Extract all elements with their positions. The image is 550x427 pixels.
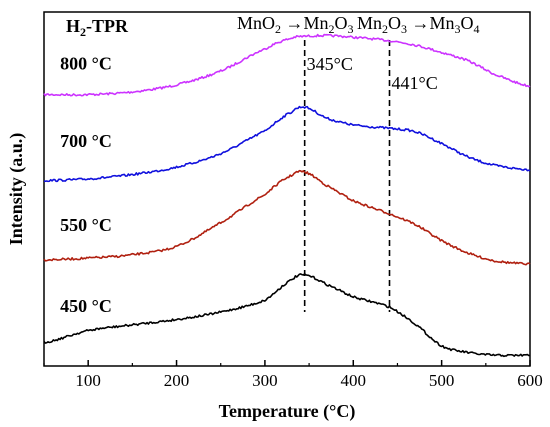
transition-annotation-2: Mn2O3 →Mn3O4 [357, 13, 480, 36]
x-tick-label-500: 500 [429, 371, 455, 390]
series-line-800c [43, 33, 531, 97]
x-axis-title: Temperature (°C) [219, 401, 356, 422]
x-tick-label-100: 100 [75, 371, 101, 390]
x-tick-label-200: 200 [164, 371, 190, 390]
series-label-700c: 700 °C [60, 131, 112, 151]
x-tick-label-300: 300 [252, 371, 278, 390]
plot-frame [43, 11, 531, 367]
marker-label-441: 441°C [392, 73, 438, 93]
series-line-700c [43, 105, 531, 183]
panel-title: H2-TPR [66, 16, 129, 39]
series-group [43, 33, 531, 358]
series-line-550c [43, 169, 531, 266]
series-label-550c: 550 °C [60, 215, 112, 235]
transition-annotation-1: MnO2 →Mn2O3 [237, 13, 354, 36]
y-axis-title: Intensity (a.u.) [6, 133, 27, 246]
series-label-450c: 450 °C [60, 296, 112, 316]
x-axis-ticks [43, 360, 531, 366]
x-tick-labels: 100 200 300 400 500 600 [75, 371, 542, 390]
reference-lines: 345°C 441°C [303, 40, 438, 312]
series-line-450c [43, 273, 531, 358]
marker-label-345: 345°C [307, 54, 353, 74]
x-tick-label-400: 400 [341, 371, 367, 390]
x-tick-label-600: 600 [517, 371, 543, 390]
series-labels: 800 °C 700 °C 550 °C 450 °C [60, 53, 112, 316]
panel-title-subscript: 2 [80, 25, 86, 39]
series-label-800c: 800 °C [60, 53, 112, 73]
